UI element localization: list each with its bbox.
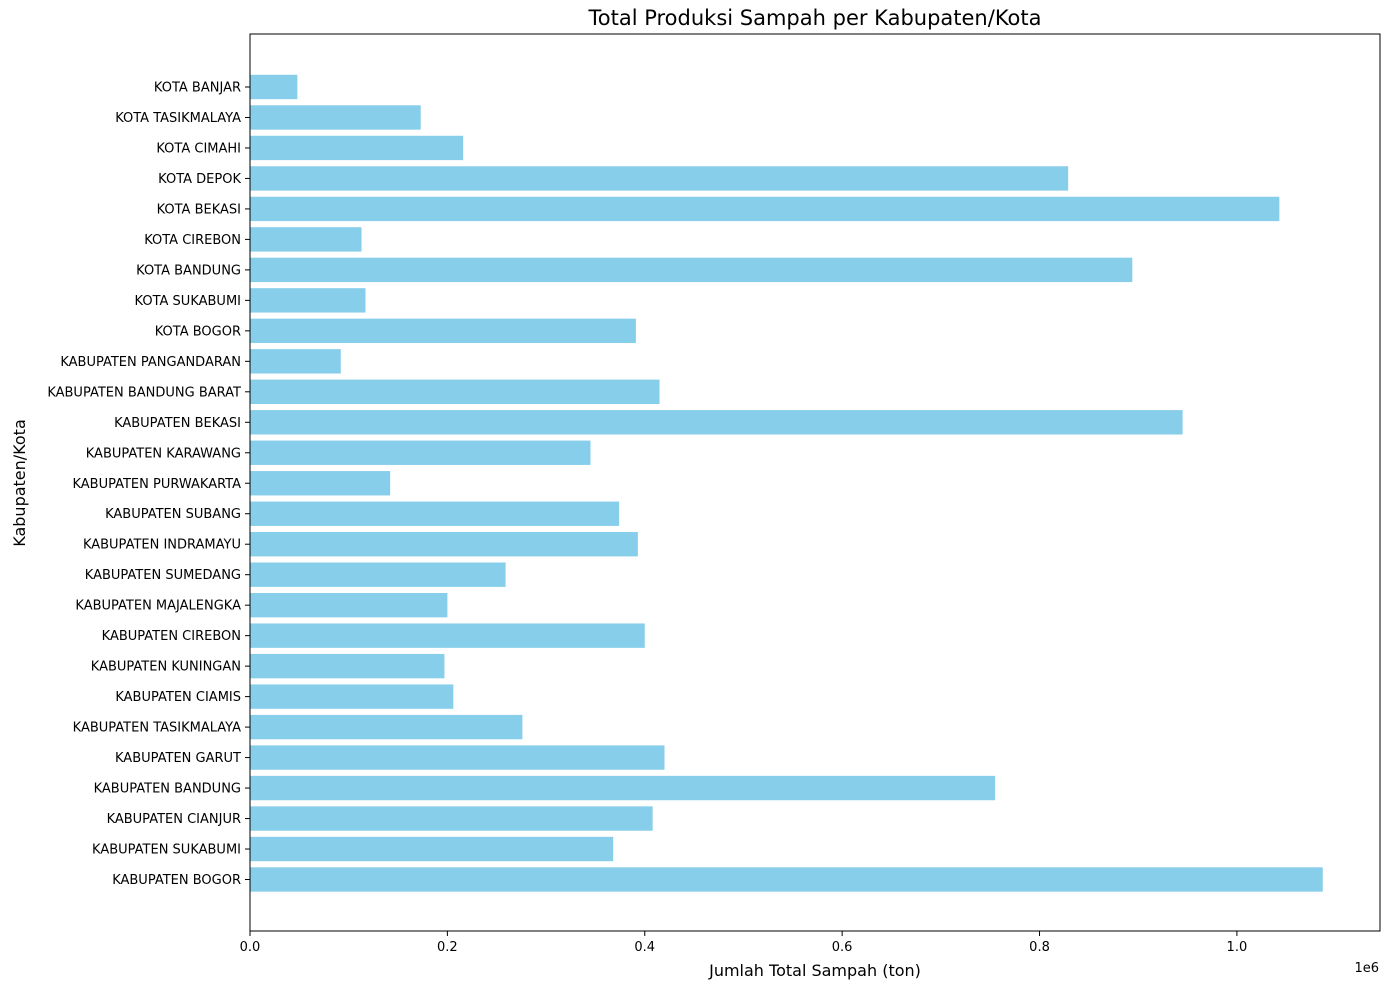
bar: [250, 318, 636, 344]
x-axis-offset-label: 1e6: [1354, 961, 1379, 976]
y-tick-label: KABUPATEN KUNINGAN: [91, 660, 241, 675]
y-tick-label: KOTA BANJAR: [154, 81, 241, 96]
y-tick-label: KABUPATEN TASIKMALAYA: [73, 721, 241, 736]
bar: [250, 714, 523, 740]
bar: [250, 410, 1183, 435]
y-tick-label: KABUPATEN BANDUNG: [94, 782, 241, 797]
y-tick-label: KABUPATEN KARAWANG: [86, 446, 241, 461]
bar: [250, 562, 506, 587]
x-tick-label: 0.6: [832, 940, 853, 955]
y-tick-label: KABUPATEN GARUT: [115, 751, 241, 766]
bar: [250, 623, 645, 648]
bar: [250, 105, 421, 130]
y-tick-label: KABUPATEN BEKASI: [114, 416, 241, 431]
bars-group: [250, 74, 1323, 892]
y-tick-label: KOTA BEKASI: [157, 202, 241, 217]
bar: [250, 288, 366, 313]
y-tick-label: KABUPATEN SUKABUMI: [92, 843, 241, 858]
y-tick-label: KABUPATEN SUMEDANG: [85, 568, 241, 583]
chart-title: Total Produksi Sampah per Kabupaten/Kota: [587, 6, 1041, 30]
bar: [250, 592, 448, 618]
x-axis-label: Jumlah Total Sampah (ton): [708, 961, 921, 980]
y-tick-label: KABUPATEN SUBANG: [105, 507, 241, 522]
y-tick-label: KABUPATEN BOGOR: [112, 873, 241, 888]
y-tick-label: KABUPATEN CIAMIS: [115, 690, 241, 705]
bar: [250, 74, 298, 100]
y-tick-label: KOTA BOGOR: [155, 324, 241, 339]
x-tick-label: 0.4: [634, 940, 655, 955]
x-tick-label: 1.0: [1227, 940, 1248, 955]
bar: [250, 532, 638, 557]
bar: [250, 257, 1133, 283]
bar: [250, 440, 591, 465]
y-tick-label: KABUPATEN MAJALENGKA: [75, 599, 241, 614]
plot-frame: [249, 33, 1381, 932]
bar: [250, 653, 445, 679]
bar: [250, 196, 1280, 222]
y-tick-label: KABUPATEN BANDUNG BARAT: [47, 385, 241, 400]
y-tick-label: KOTA CIMAHI: [156, 141, 241, 156]
x-tick-label: 0.8: [1029, 940, 1050, 955]
x-tick-label: 0.2: [437, 940, 458, 955]
y-tick-label: KOTA SUKABUMI: [135, 294, 241, 309]
bar: [250, 806, 653, 831]
y-tick-label: KABUPATEN CIREBON: [102, 629, 241, 644]
bar: [250, 349, 341, 374]
bar: [250, 227, 362, 252]
bar: [250, 745, 665, 770]
y-tick-label: KABUPATEN INDRAMAYU: [83, 538, 241, 553]
y-tick-label: KOTA DEPOK: [158, 172, 241, 187]
y-tick-label: KABUPATEN CIANJUR: [107, 812, 241, 827]
x-axis-ticks: 0.0 0.2 0.4 0.6 0.8 1.0: [240, 931, 1248, 955]
bar: [250, 684, 454, 709]
y-tick-label: KABUPATEN PURWAKARTA: [72, 477, 241, 492]
bar: [250, 836, 614, 862]
bar: [250, 775, 996, 801]
bar: [250, 501, 620, 526]
bar: [250, 379, 660, 404]
y-axis-ticks: KABUPATEN BOGOR KABUPATEN SUKABUMI KABUPAT…: [47, 81, 250, 888]
y-axis-label: Kabupaten/Kota: [10, 419, 29, 546]
bar: [250, 166, 1069, 191]
bar: [250, 867, 1323, 892]
bar: [250, 471, 391, 496]
x-tick-label: 0.0: [240, 940, 261, 955]
y-tick-label: KOTA BANDUNG: [136, 263, 241, 278]
y-tick-label: KABUPATEN PANGANDARAN: [60, 355, 241, 370]
y-tick-label: KOTA TASIKMALAYA: [115, 111, 241, 126]
bar: [250, 135, 464, 161]
y-tick-label: KOTA CIREBON: [144, 233, 241, 248]
